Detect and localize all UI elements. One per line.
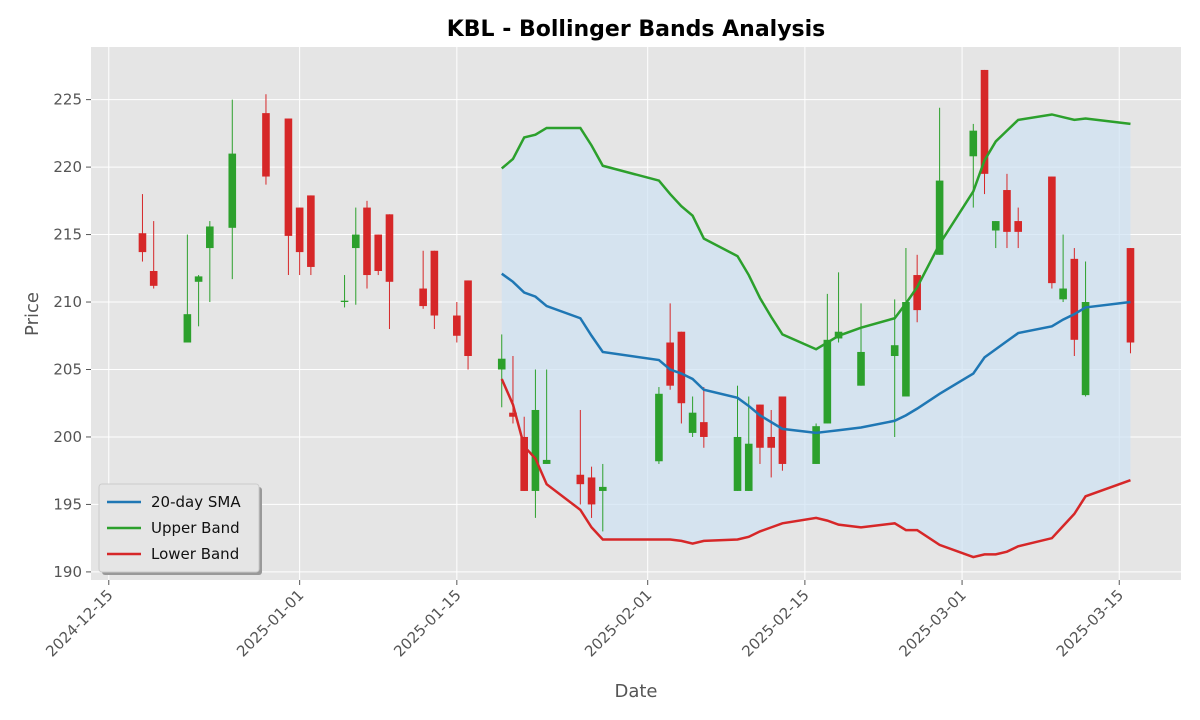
candle-body (430, 250, 439, 316)
candle-body (262, 113, 270, 177)
candle-body (340, 300, 349, 303)
candle-body (419, 288, 427, 307)
y-tick-label: 200 (53, 428, 82, 446)
legend-box (98, 483, 260, 573)
y-tick-label: 215 (53, 226, 82, 244)
x-tick-label: 2025-02-01 (581, 586, 655, 660)
candle-body (194, 276, 203, 282)
candle-body (812, 426, 820, 464)
y-axis-label: Price (22, 292, 43, 336)
y-tick-label: 190 (53, 563, 82, 581)
candle-body (1126, 248, 1135, 343)
chart-title: KBL - Bollinger Bands Analysis (447, 17, 826, 42)
candle-body (520, 436, 528, 491)
candle-body (1048, 176, 1056, 284)
candle-body (307, 195, 315, 267)
candle-body (385, 214, 394, 282)
legend: 20-day SMA Upper Band Lower Band (98, 483, 262, 575)
candle-body (677, 331, 686, 404)
candle-body (902, 302, 910, 397)
candle-body (980, 69, 989, 174)
candle-body (183, 314, 192, 343)
series-line (500, 113, 1131, 351)
candle-body (666, 342, 674, 386)
candle-body (531, 409, 540, 491)
candle-body (913, 275, 921, 311)
candle-body (991, 221, 1000, 231)
legend-label: Lower Band (151, 545, 239, 563)
candle-body (587, 477, 596, 505)
candle-body (295, 207, 304, 253)
candle-body (1081, 302, 1090, 396)
candle-body (778, 396, 787, 464)
x-axis-label: Date (614, 681, 657, 702)
candle-body (700, 422, 708, 437)
candle-body (149, 270, 158, 286)
series-line (501, 272, 1131, 435)
candle-body (655, 393, 663, 462)
candle-body (1059, 288, 1067, 300)
legend-label: Upper Band (151, 519, 240, 537)
candle-body (744, 443, 753, 491)
y-tick-label: 220 (53, 158, 82, 176)
candle-body (1070, 258, 1079, 340)
candle-body (509, 412, 517, 417)
candle-body (464, 280, 472, 357)
candle-body (823, 339, 832, 424)
candle-body (935, 180, 944, 255)
candle-body (767, 436, 775, 448)
series-line (500, 378, 1131, 559)
candle-body (890, 345, 899, 357)
x-tick-label: 2025-03-01 (896, 586, 970, 660)
y-tick-label: 195 (53, 495, 82, 513)
candle-body (756, 404, 764, 448)
candle-body (542, 459, 551, 464)
candle-body (284, 118, 293, 236)
x-tick-label: 2025-01-15 (390, 586, 464, 660)
candle-body (351, 234, 360, 249)
x-tick-label: 2025-02-15 (738, 586, 812, 660)
candle-body (497, 358, 506, 370)
candle-body (1014, 221, 1023, 232)
candle-body (688, 412, 697, 433)
x-tick-label: 2024-12-15 (42, 586, 116, 660)
marks (138, 69, 1135, 559)
y-tick-label: 210 (53, 293, 82, 311)
candle-body (598, 486, 607, 491)
candle-body (1003, 190, 1011, 232)
candle-body (206, 226, 214, 249)
candle-body (453, 315, 461, 336)
candle-body (363, 207, 371, 276)
y-tick-label: 205 (53, 360, 82, 378)
legend-label: 20-day SMA (151, 493, 241, 511)
candle-body (969, 130, 978, 157)
x-tick-label: 2025-03-15 (1053, 586, 1127, 660)
candle-body (228, 153, 237, 228)
candle-body (857, 351, 865, 386)
candle-body (138, 233, 147, 253)
candle-body (576, 474, 585, 485)
x-tick-label: 2025-01-01 (233, 586, 307, 660)
y-tick-label: 225 (53, 91, 82, 109)
candle-body (733, 436, 742, 491)
candle-body (374, 234, 383, 271)
